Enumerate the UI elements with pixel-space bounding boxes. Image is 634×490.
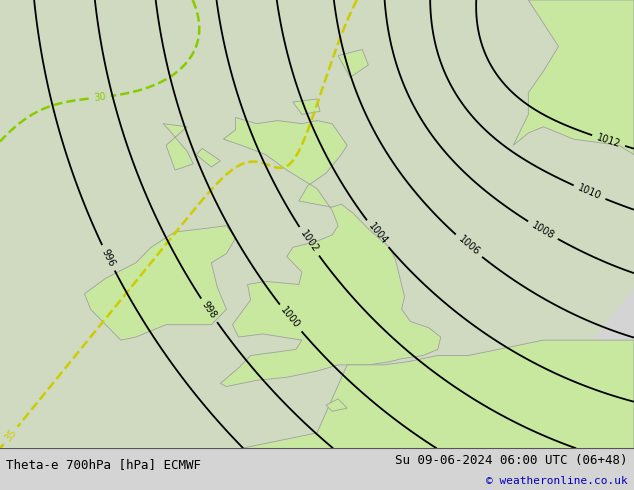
Text: 1008: 1008 [530, 220, 556, 241]
Text: 1000: 1000 [279, 305, 302, 331]
Text: Su 09-06-2024 06:00 UTC (06+48): Su 09-06-2024 06:00 UTC (06+48) [395, 454, 628, 466]
Text: © weatheronline.co.uk: © weatheronline.co.uk [486, 476, 628, 486]
Text: 30: 30 [93, 92, 107, 103]
Polygon shape [242, 340, 634, 448]
Polygon shape [197, 148, 221, 167]
Text: 1010: 1010 [576, 183, 603, 202]
Text: Theta-e 700hPa [hPa] ECMWF: Theta-e 700hPa [hPa] ECMWF [6, 459, 202, 471]
Text: 1004: 1004 [366, 221, 389, 246]
Text: 35: 35 [3, 427, 18, 443]
Text: 1006: 1006 [456, 234, 481, 258]
Polygon shape [326, 399, 347, 411]
Polygon shape [163, 123, 193, 170]
Polygon shape [293, 99, 320, 114]
Polygon shape [514, 0, 634, 155]
Text: 996: 996 [100, 247, 117, 269]
Text: 1002: 1002 [298, 228, 320, 254]
Text: 1012: 1012 [595, 132, 622, 149]
Polygon shape [338, 49, 368, 77]
Polygon shape [221, 118, 441, 387]
Text: 998: 998 [200, 300, 218, 321]
Polygon shape [84, 226, 235, 340]
